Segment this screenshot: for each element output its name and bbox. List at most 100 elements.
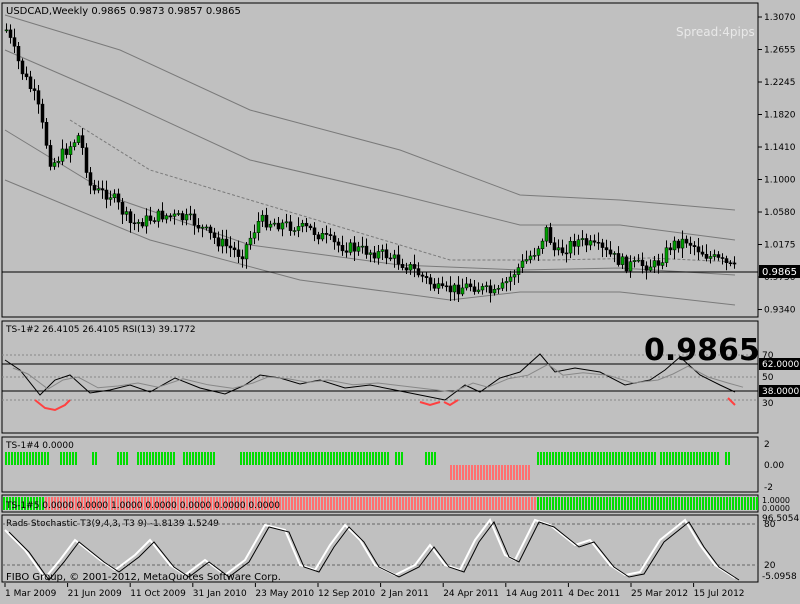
ts5-green-bar	[675, 497, 677, 510]
ts4-green-bar	[170, 452, 172, 465]
ts4-red-bar	[495, 465, 497, 480]
ts5-red-bar	[207, 497, 209, 510]
ts4-red-bar	[465, 465, 467, 480]
ts4-red-bar	[492, 465, 494, 480]
ts4-green-bar	[258, 452, 260, 465]
ts4-red-bar	[462, 465, 464, 480]
rsi-panel[interactable]	[1, 320, 759, 434]
candle-body	[548, 227, 553, 243]
ts4-red-bar	[450, 465, 452, 480]
time-tick-label: 1 Mar 2009	[5, 589, 57, 599]
candle-body	[520, 260, 525, 268]
ts5-red-bar	[351, 497, 353, 510]
candle-body	[572, 240, 577, 247]
candle-body	[308, 225, 313, 229]
candle-body	[28, 76, 33, 89]
candle-body	[600, 242, 605, 248]
ts4-green-bar	[186, 452, 188, 465]
candle-body	[504, 281, 509, 284]
candle-body	[424, 276, 429, 278]
rsi-tick-30: 30	[762, 399, 774, 409]
ts5-red-bar	[426, 497, 428, 510]
ts4-green-bar	[633, 452, 635, 465]
ts5-red-bar	[414, 497, 416, 510]
ts4-green-bar	[14, 452, 16, 465]
stoch-tick-80: 80	[764, 520, 776, 530]
ts4-histogram	[5, 452, 730, 480]
ts5-red-bar	[252, 497, 254, 510]
time-tick-label: 25 Mar 2012	[631, 589, 688, 599]
ts5-red-bar	[54, 497, 56, 510]
time-tick-label: 24 Apr 2011	[443, 589, 499, 599]
ts5-red-bar	[336, 497, 338, 510]
ts5-red-bar	[366, 497, 368, 510]
ts5-red-bar	[462, 497, 464, 510]
ts5-red-bar	[432, 497, 434, 510]
ts5-red-bar	[321, 497, 323, 510]
ts4-green-bar	[291, 452, 293, 465]
stochastic-panel[interactable]	[1, 514, 759, 583]
ts5-red-bar	[276, 497, 278, 510]
ts5-red-bar	[528, 497, 530, 510]
ts4-green-bar	[675, 452, 677, 465]
ts4-green-bar	[192, 452, 194, 465]
candle-body	[152, 220, 157, 222]
ts5-red-bar	[81, 497, 83, 510]
ts4-green-bar	[351, 452, 353, 465]
ts5-green-bar	[30, 497, 32, 510]
ts4-green-bar	[312, 452, 314, 465]
ts4-red-bar	[510, 465, 512, 480]
rsi-oversold-segment	[34, 399, 71, 412]
ts4-green-bar	[26, 452, 28, 465]
ts4-green-bar	[32, 452, 34, 465]
candle-body	[668, 247, 673, 251]
ts5-red-bar	[102, 497, 104, 510]
ts4-green-bar	[606, 452, 608, 465]
ts5-green-bar	[738, 497, 740, 510]
rsi-oversold-segment	[443, 399, 459, 407]
candle-body	[116, 193, 121, 203]
rsi-title: TS-1#2 26.4105 26.4105 RSI(13) 39.1772	[5, 325, 196, 335]
ts5-red-bar	[78, 497, 80, 510]
ts4-green-bar	[294, 452, 296, 465]
stochastic-main-line	[4, 518, 736, 580]
candle-body	[208, 226, 213, 234]
ts4-green-bar	[143, 452, 145, 465]
ts5-red-bar	[234, 497, 236, 510]
ts5-red-bar	[69, 497, 71, 510]
time-tick-label: 4 Dec 2011	[568, 589, 620, 599]
ts5-red-bar	[174, 497, 176, 510]
ts5-red-bar	[264, 497, 266, 510]
ts5-green-bar	[696, 497, 698, 510]
ts4-red-bar	[525, 465, 527, 480]
candle-body	[72, 142, 77, 147]
ts4-green-bar	[240, 452, 242, 465]
ts5-red-bar	[237, 497, 239, 510]
ts4-green-bar	[428, 452, 430, 465]
candle-body	[240, 256, 245, 260]
candle-body	[84, 147, 89, 173]
candle-body	[260, 214, 265, 222]
ts5-red-bar	[165, 497, 167, 510]
ts5-green-bar	[24, 497, 26, 510]
ts5-green-bar	[747, 497, 749, 510]
candle-body	[248, 237, 253, 245]
ts4-green-bar	[123, 452, 125, 465]
ts4-green-bar	[576, 452, 578, 465]
band-line	[4, 14, 736, 211]
ts5-red-bar	[147, 497, 149, 510]
candle-body	[636, 259, 641, 262]
candle-body	[456, 284, 461, 295]
ts5-red-bar	[444, 497, 446, 510]
ts5-red-bar	[348, 497, 350, 510]
ts5-green-bar	[546, 497, 548, 510]
ts4-green-bar	[303, 452, 305, 465]
candle-body	[164, 215, 169, 220]
candle-body	[628, 261, 633, 272]
time-tick-label: 2 Jan 2011	[381, 589, 429, 599]
candle-body	[644, 265, 649, 271]
candle-body	[576, 239, 581, 247]
ts4-green-bar	[366, 452, 368, 465]
candle-body	[544, 227, 549, 242]
ts4-red-bar	[456, 465, 458, 480]
